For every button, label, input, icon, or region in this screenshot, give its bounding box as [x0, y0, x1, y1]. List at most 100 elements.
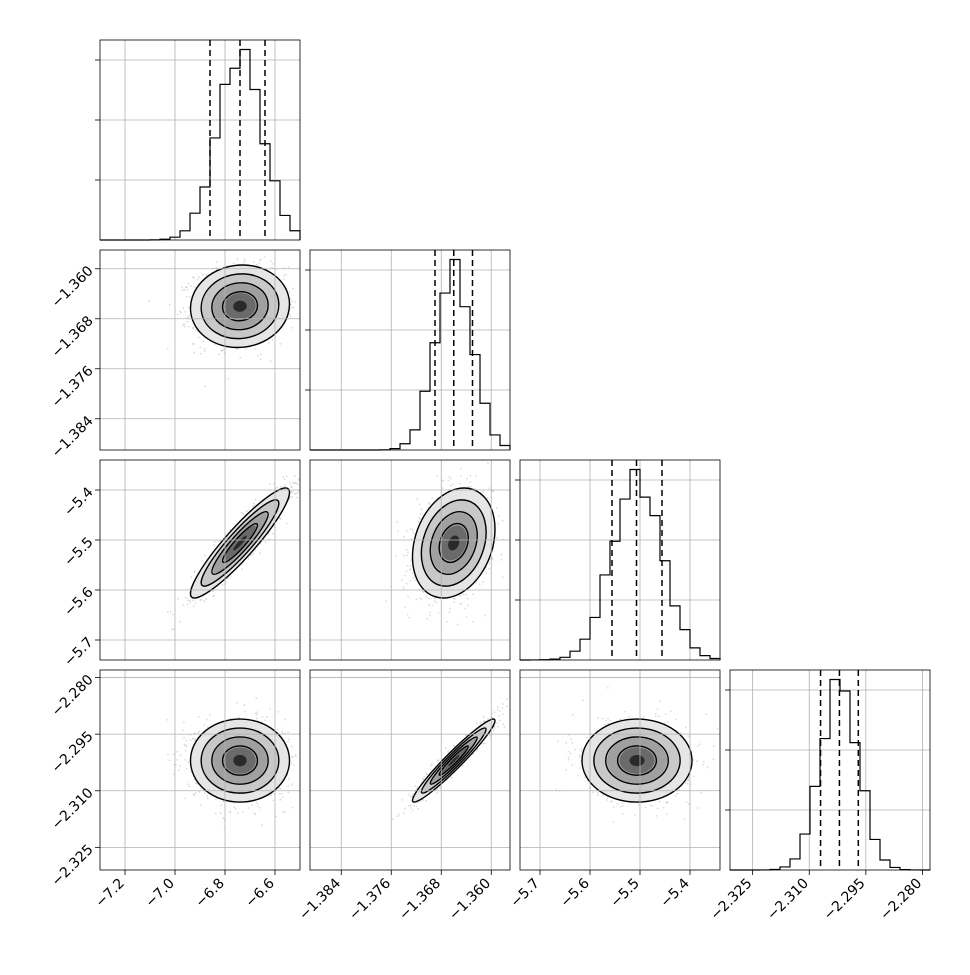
- scatter-point: [148, 300, 150, 302]
- scatter-point: [469, 481, 471, 483]
- scatter-point: [184, 326, 186, 328]
- histogram-3: [730, 680, 930, 870]
- scatter-point: [255, 712, 257, 714]
- scatter-point: [406, 583, 408, 585]
- scatter-point: [243, 513, 245, 515]
- scatter-point: [291, 496, 293, 498]
- scatter-point: [188, 315, 190, 317]
- scatter-point: [253, 261, 255, 263]
- scatter-point: [202, 274, 204, 276]
- scatter-point: [289, 292, 291, 294]
- scatter-point: [280, 799, 282, 801]
- scatter-point: [496, 537, 498, 539]
- scatter-point: [290, 496, 292, 498]
- scatter-point: [281, 793, 283, 795]
- scatter-point: [253, 502, 255, 504]
- scatter-point: [488, 568, 490, 570]
- scatter-point: [284, 478, 286, 480]
- scatter-point: [406, 555, 408, 557]
- scatter-point: [200, 599, 202, 601]
- histogram-frame-1: [310, 250, 510, 450]
- scatter-point: [241, 512, 243, 514]
- scatter-point: [200, 353, 202, 355]
- grid-lines: [100, 460, 300, 660]
- scatter-point: [197, 279, 199, 281]
- scatter-point: [291, 306, 293, 308]
- scatter-point: [236, 258, 238, 260]
- scatter-point: [290, 486, 292, 488]
- scatter-point: [207, 798, 209, 800]
- scatter-point: [419, 597, 421, 599]
- scatter-point: [498, 515, 500, 517]
- scatter-point: [496, 507, 498, 509]
- scatter-point: [472, 621, 474, 623]
- scatter-point: [488, 562, 490, 564]
- scatter-point: [500, 554, 502, 556]
- scatter-point: [233, 263, 235, 265]
- scatter-point: [187, 783, 189, 785]
- scatter-point: [487, 497, 489, 499]
- scatter-point: [255, 499, 257, 501]
- scatter-point: [271, 267, 273, 269]
- scatter-point: [479, 583, 481, 585]
- scatter-point: [182, 289, 184, 291]
- scatter-point: [419, 518, 421, 520]
- scatter-point: [448, 476, 450, 478]
- scatter-point: [245, 349, 247, 351]
- scatter-point: [419, 513, 421, 515]
- scatter-point: [428, 598, 430, 600]
- scatter-point: [289, 484, 291, 486]
- scatter-point: [189, 600, 191, 602]
- scatter-point: [214, 541, 216, 543]
- scatter-point: [271, 339, 273, 341]
- scatter-point: [407, 614, 409, 616]
- scatter-point: [199, 347, 201, 349]
- scatter-point: [410, 565, 412, 567]
- scatter-point: [179, 765, 181, 767]
- scatter-point: [273, 483, 275, 485]
- scatter-point: [282, 811, 284, 813]
- tick-marks: [95, 490, 100, 640]
- scatter-point: [290, 315, 292, 317]
- scatter-point: [395, 555, 397, 557]
- scatter-point: [284, 484, 286, 486]
- scatter-point: [421, 508, 423, 510]
- scatter-point: [415, 579, 417, 581]
- scatter-point: [410, 560, 412, 562]
- scatter-point: [183, 324, 185, 326]
- scatter-point: [192, 344, 194, 346]
- scatter-point: [192, 600, 194, 602]
- scatter-point: [193, 352, 195, 354]
- scatter-point: [223, 801, 225, 803]
- scatter-point: [407, 596, 409, 598]
- scatter-point: [436, 602, 438, 604]
- scatter-point: [401, 579, 403, 581]
- scatter-point: [502, 576, 504, 578]
- scatter-point: [459, 595, 461, 597]
- scatter-point: [218, 353, 220, 355]
- scatter-point: [248, 807, 250, 809]
- scatter-point: [204, 792, 206, 794]
- scatter-point: [450, 485, 452, 487]
- tick-marks: [725, 690, 922, 875]
- scatter-point: [261, 716, 263, 718]
- scatter-point: [489, 487, 491, 489]
- scatter-point: [180, 754, 182, 756]
- scatter-point: [411, 573, 413, 575]
- scatter-point: [241, 569, 243, 571]
- scatter-point: [497, 523, 499, 525]
- scatter-point: [407, 552, 409, 554]
- scatter-point: [186, 296, 188, 298]
- scatter-point: [466, 594, 468, 596]
- scatter-point: [195, 602, 197, 604]
- tick-marks: [305, 270, 310, 390]
- scatter-point: [404, 606, 406, 608]
- scatter-point: [192, 327, 194, 329]
- scatter-point: [198, 716, 200, 718]
- scatter-point: [291, 300, 293, 302]
- scatter-point: [484, 615, 486, 617]
- scatter-point: [169, 759, 171, 761]
- scatter-point: [256, 714, 258, 716]
- scatter-point: [188, 283, 190, 285]
